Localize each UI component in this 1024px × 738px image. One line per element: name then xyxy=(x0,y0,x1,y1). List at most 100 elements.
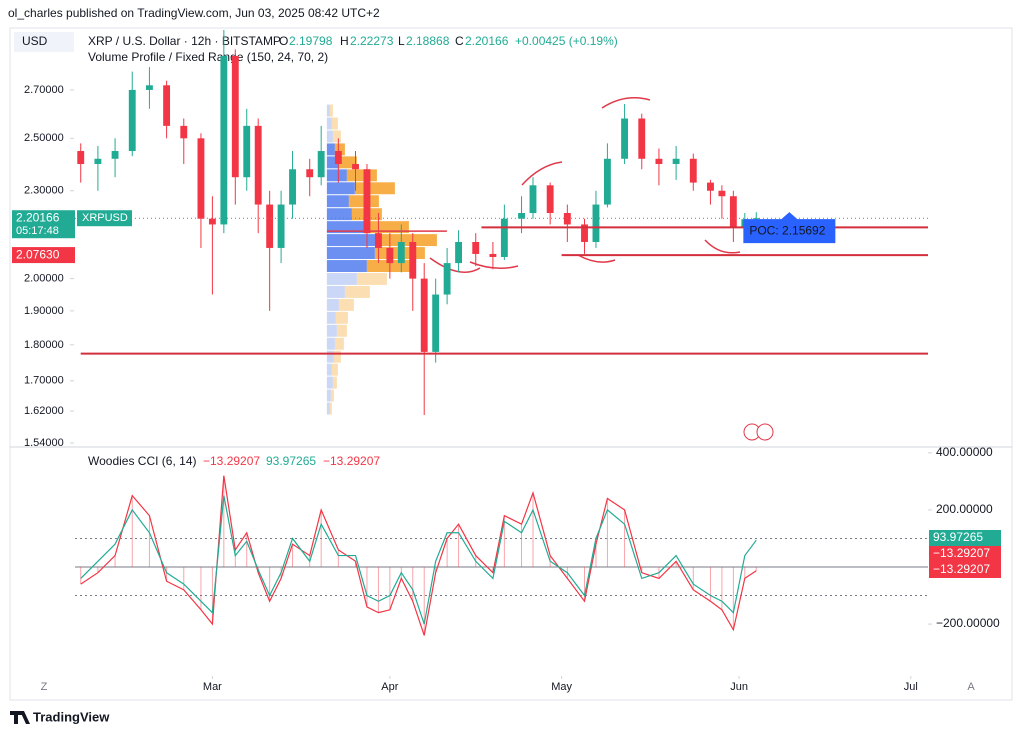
candle-body xyxy=(689,158,697,183)
cci-tag-box xyxy=(929,530,1001,546)
vp-down xyxy=(366,221,409,234)
vp-up xyxy=(326,247,375,260)
poc-label: POC: 2.15692 xyxy=(749,223,825,237)
vp-up xyxy=(326,130,333,143)
candle-body xyxy=(306,169,314,178)
candle-body xyxy=(489,253,497,257)
vp-up xyxy=(326,208,352,221)
candle-body xyxy=(386,247,394,264)
vp-up xyxy=(326,117,332,130)
candle-body xyxy=(254,125,262,205)
y-tick-label: 1.90000 xyxy=(24,305,64,317)
y-tick-label: 2.50000 xyxy=(24,132,64,144)
candle-body xyxy=(243,125,251,178)
vp-up xyxy=(326,156,339,169)
candle-body xyxy=(231,55,239,178)
symbol: XRP / U.S. Dollar · 12h · BITSTAMP xyxy=(88,34,281,48)
vp-up xyxy=(326,350,334,363)
candle-body xyxy=(581,224,588,242)
candle-body xyxy=(621,118,629,159)
y-tick-label: 1.80000 xyxy=(24,339,64,351)
candle-body xyxy=(363,169,371,234)
vp-up xyxy=(326,143,335,156)
candle-body xyxy=(752,218,760,220)
candle-body xyxy=(518,213,525,219)
event-icon[interactable] xyxy=(756,423,774,441)
line-price: 2.07630 xyxy=(16,247,60,261)
indicator-name: Volume Profile / Fixed Range (150, 24, 7… xyxy=(88,50,328,64)
candle-body xyxy=(145,85,153,90)
cci-name: Woodies CCI (6, 14) xyxy=(88,454,197,468)
candle-body xyxy=(266,204,274,248)
candle-body xyxy=(220,55,228,225)
vp-up xyxy=(326,402,330,415)
candle-body xyxy=(707,182,714,191)
vp-up xyxy=(326,311,336,324)
currency[interactable]: USD xyxy=(22,34,48,48)
y-tick-label: 400.00000 xyxy=(936,445,993,459)
logo-icon xyxy=(10,711,30,724)
vp-down xyxy=(334,143,345,156)
drawing-arc xyxy=(601,97,651,109)
vp-down xyxy=(332,130,341,143)
y-tick-label: 1.70000 xyxy=(24,375,64,387)
candle-body xyxy=(546,185,554,214)
cci-tag: −13.29207 xyxy=(933,562,990,576)
candle-body xyxy=(317,151,325,178)
ticker: XRPUSD xyxy=(82,212,128,224)
publisher: ol_charles published on TradingView.com,… xyxy=(8,6,380,20)
vp-up xyxy=(326,376,333,389)
cci-value: −13.29207 xyxy=(323,454,380,468)
candle-body xyxy=(277,204,285,248)
vp-down xyxy=(334,337,344,350)
vp-down xyxy=(346,169,377,182)
corner-button[interactable]: Z xyxy=(41,681,48,693)
vp-up xyxy=(326,182,355,195)
candle-body xyxy=(672,158,680,164)
x-tick-label: Apr xyxy=(381,681,398,693)
h-label: H xyxy=(340,34,349,48)
change: +0.00425 (+0.19%) xyxy=(515,34,618,48)
cci-tag-box xyxy=(929,562,1001,578)
drawing-arc xyxy=(521,161,563,186)
vp-down xyxy=(338,156,357,169)
vp-down xyxy=(331,363,338,376)
vp-up xyxy=(326,221,367,234)
candle-body xyxy=(432,294,440,352)
poc-box xyxy=(743,212,836,244)
candle-body xyxy=(374,233,382,248)
candle-body xyxy=(94,158,102,164)
corner-button[interactable]: A xyxy=(967,681,975,693)
cci-value: −13.29207 xyxy=(203,454,260,468)
candle-body xyxy=(563,213,571,225)
x-tick-label: Jul xyxy=(904,681,918,693)
vp-up xyxy=(326,195,349,208)
drawing-arc xyxy=(429,257,481,273)
vp-down xyxy=(330,389,334,402)
y-tick-label: −200.00000 xyxy=(936,616,1000,630)
candle-body xyxy=(397,241,405,264)
candle-body xyxy=(352,163,359,170)
candle-body xyxy=(334,151,342,164)
x-tick-label: Mar xyxy=(203,681,222,693)
x-tick-label: May xyxy=(551,681,572,693)
candle-body xyxy=(77,151,85,164)
y-tick-label: 2.30000 xyxy=(24,185,64,197)
cci-line xyxy=(80,475,757,636)
ticker-box xyxy=(77,210,132,227)
y-tick-label: 200.00000 xyxy=(936,502,993,516)
candle-body xyxy=(409,241,417,279)
candle-body xyxy=(180,125,188,139)
currency-box[interactable] xyxy=(14,32,74,52)
vp-down xyxy=(356,272,387,285)
drawing-arc xyxy=(469,261,519,269)
vp-down xyxy=(335,311,348,324)
y-tick-label: 2.00000 xyxy=(24,273,64,285)
vp-up xyxy=(326,389,331,402)
countdown: 05:17:48 xyxy=(16,225,59,237)
o-value: 2.19798 xyxy=(289,34,333,48)
candle-body xyxy=(592,204,600,242)
o-label: O xyxy=(279,34,288,48)
vp-up xyxy=(326,324,337,337)
